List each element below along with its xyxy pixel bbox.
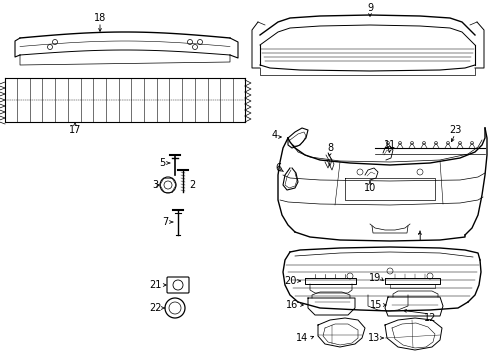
- Text: 14: 14: [295, 333, 307, 343]
- Text: 5: 5: [159, 158, 165, 168]
- Text: 4: 4: [271, 130, 278, 140]
- Text: 10: 10: [363, 183, 375, 193]
- Text: 3: 3: [152, 180, 158, 190]
- Text: 19: 19: [368, 273, 380, 283]
- Text: 11: 11: [383, 140, 395, 150]
- Text: 13: 13: [367, 333, 379, 343]
- Text: 9: 9: [366, 3, 372, 13]
- Text: 12: 12: [423, 313, 435, 323]
- Text: 21: 21: [148, 280, 161, 290]
- Text: 23: 23: [448, 125, 460, 135]
- Text: 7: 7: [162, 217, 168, 227]
- Text: 16: 16: [285, 300, 298, 310]
- Text: 1: 1: [416, 233, 422, 243]
- Text: 6: 6: [274, 163, 281, 173]
- Text: 20: 20: [283, 276, 296, 286]
- Text: 15: 15: [369, 300, 382, 310]
- Text: 17: 17: [69, 125, 81, 135]
- Text: 18: 18: [94, 13, 106, 23]
- Text: 8: 8: [326, 143, 332, 153]
- Text: 2: 2: [188, 180, 195, 190]
- Text: 22: 22: [148, 303, 161, 313]
